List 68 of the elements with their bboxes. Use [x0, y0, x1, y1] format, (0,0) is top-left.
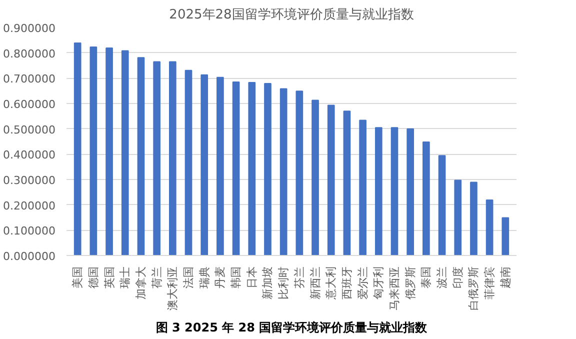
bar [486, 200, 494, 256]
x-tick-label: 意大利 [324, 266, 338, 300]
x-tick-label: 日本 [245, 266, 258, 288]
x-tick-label: 新西兰 [308, 266, 322, 300]
x-tick-label: 英国 [102, 266, 116, 288]
x-tick-label: 俄罗斯 [404, 266, 417, 300]
x-tick-label: 匈牙利 [372, 266, 386, 300]
bar [312, 100, 319, 256]
x-tick-label: 波兰 [436, 266, 449, 288]
y-tick-label: 0.500000 [3, 123, 56, 136]
bar [184, 70, 192, 256]
bar [168, 61, 176, 256]
y-tick-label: 0.000000 [3, 250, 56, 263]
x-tick-label: 菲律宾 [483, 266, 496, 300]
x-tick-label: 加拿大 [134, 266, 148, 300]
bar [296, 90, 304, 256]
x-tick-label: 荷兰 [150, 266, 164, 288]
bar [374, 127, 382, 256]
bar [406, 128, 414, 256]
x-tick-label: 印度 [451, 266, 464, 288]
x-tick-label: 澳大利亚 [166, 266, 180, 310]
x-tick-label: 德国 [86, 266, 100, 288]
bar [422, 142, 430, 256]
bar [280, 88, 288, 256]
bar [438, 155, 446, 256]
bar [121, 50, 129, 256]
bar [200, 74, 208, 256]
x-tick-label: 瑞典 [198, 266, 211, 288]
x-tick-label: 法国 [182, 266, 196, 288]
bar [216, 76, 224, 256]
x-tick-label: 韩国 [230, 266, 243, 288]
x-tick-label: 瑞士 [118, 266, 132, 288]
x-tick-label: 西班牙 [340, 266, 354, 300]
x-tick-label: 美国 [71, 266, 84, 288]
bar [232, 81, 240, 256]
y-tick-label: 0.600000 [3, 98, 56, 111]
x-tick-label: 新加坡 [261, 266, 274, 300]
bar [343, 110, 351, 256]
bar [454, 180, 462, 256]
x-tick-label: 白俄罗斯 [467, 266, 480, 310]
y-tick-label: 0.300000 [3, 174, 56, 187]
bar [106, 48, 113, 256]
y-tick-label: 0.200000 [3, 199, 56, 212]
bar [248, 82, 256, 256]
x-tick-label: 比利时 [277, 266, 290, 300]
bar [137, 57, 145, 256]
y-tick-label: 0.700000 [3, 72, 56, 86]
bar [359, 120, 366, 256]
bar [502, 217, 510, 256]
x-tick-label: 丹麦 [214, 266, 227, 288]
bar [327, 104, 335, 256]
y-tick-label: 0.400000 [3, 148, 56, 162]
x-tick-label: 马来西亚 [388, 266, 401, 310]
bar [390, 127, 398, 256]
bar [264, 82, 272, 256]
y-tick-label: 0.800000 [3, 47, 56, 60]
bar [74, 42, 82, 256]
x-tick-label: 泰国 [420, 266, 433, 288]
x-tick-label: 芬兰 [292, 266, 306, 288]
y-tick-label: 0.100000 [3, 224, 56, 238]
chart-title: 2025年28国留学环境评价质量与就业指数 [169, 6, 414, 22]
bar [90, 46, 98, 256]
x-tick-label: 爱尔兰 [356, 266, 370, 300]
bar [153, 61, 160, 256]
caption: 图 3 2025 年 28 国留学环境评价质量与就业指数 [156, 320, 428, 334]
bar [470, 182, 478, 256]
x-tick-label: 越南 [498, 266, 512, 288]
y-tick-label: 0.900000 [3, 22, 56, 35]
